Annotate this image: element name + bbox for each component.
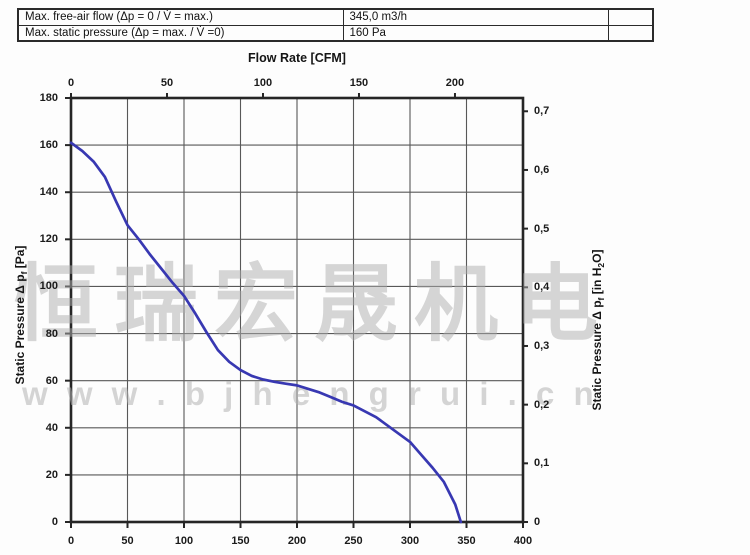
- watermark-chinese: 恒瑞宏晟机电: [14, 257, 615, 351]
- watermark-url: w w w . b j h e n g r u i . c n: [22, 375, 599, 412]
- top-axis-tick-label: 200: [445, 77, 465, 89]
- bottom-axis-tick-label: 0: [67, 535, 75, 547]
- left-axis-tick-label: 40: [45, 421, 58, 434]
- top-axis-tick-label: 150: [349, 77, 369, 89]
- right-axis-tick-label: 0,1: [534, 457, 550, 470]
- fan-performance-curve: [69, 141, 463, 524]
- bottom-axis-tick-label: 250: [344, 535, 363, 547]
- bottom-axis-tick-label: 300: [400, 535, 420, 547]
- spec-extra: [607, 8, 654, 26]
- right-axis-tick-label: 0,2: [534, 398, 550, 411]
- right-axis-title-sub: f: [596, 297, 606, 301]
- right-axis-tick-label: 0: [534, 516, 541, 528]
- left-axis-tick-label: 80: [45, 327, 58, 340]
- left-axis-tick-label: 120: [39, 233, 58, 246]
- left-axis-tick-label: 100: [39, 280, 58, 293]
- right-axis-title-main: Static Pressure Δ p: [590, 300, 604, 411]
- right-axis-title-unit-pre: [in H: [590, 267, 604, 298]
- spec-row-free-air-flow: Max. free-air flow (Δp = 0 / V̇ = max.) …: [17, 8, 654, 26]
- spec-label: Max. static pressure (Δp = max. / V̇ =0): [17, 24, 344, 42]
- left-axis-tick-label: 140: [39, 186, 58, 199]
- top-axis-tick-label: 0: [67, 77, 75, 89]
- bottom-axis-tick-label: 400: [513, 535, 533, 547]
- bottom-axis-tick-label: 50: [121, 535, 134, 547]
- left-axis-title-unit: [Pa]: [13, 245, 27, 272]
- bottom-axis-tick-label: 350: [457, 535, 476, 547]
- left-axis-tick-label: 160: [39, 139, 58, 152]
- top-axis-title: Flow Rate [CFM]: [248, 51, 346, 65]
- top-axis-tick-label: 50: [160, 77, 174, 89]
- spec-label: Max. free-air flow (Δp = 0 / V̇ = max.): [17, 8, 344, 26]
- right-axis-tick-label: 0,4: [534, 281, 550, 294]
- left-axis-title-sub: f: [19, 271, 29, 275]
- left-axis-tick-label: 0: [51, 516, 58, 528]
- spec-value: 160 Pa: [342, 24, 609, 42]
- tick-marks: [65, 93, 528, 528]
- plot-border: [69, 96, 525, 524]
- right-axis-tick-label: 0,7: [534, 105, 550, 118]
- right-axis-title-unit-sub: 2: [596, 262, 606, 268]
- top-axis-tick-label: 100: [253, 77, 273, 89]
- spec-row-static-pressure: Max. static pressure (Δp = max. / V̇ =0)…: [17, 24, 654, 42]
- right-axis-title: Static Pressure Δ pf [in H2O]: [589, 205, 606, 455]
- bottom-axis-tick-label: 200: [287, 535, 307, 547]
- bottom-axis-tick-label: 100: [174, 535, 194, 547]
- left-axis-tick-label: 180: [39, 92, 58, 104]
- left-axis-title: Static Pressure Δ pf [Pa]: [12, 190, 29, 440]
- left-axis-tick-label: 20: [45, 468, 58, 481]
- spec-value: 345,0 m3/h: [342, 8, 609, 26]
- right-axis-tick-label: 0,3: [534, 339, 550, 352]
- grid-lines: [71, 98, 523, 522]
- right-axis-tick-label: 0,6: [534, 163, 550, 176]
- bottom-axis-tick-label: 150: [231, 535, 250, 547]
- right-axis-tick-label: 0,5: [534, 222, 550, 235]
- left-axis-tick-label: 60: [45, 374, 58, 387]
- spec-table: Max. free-air flow (Δp = 0 / V̇ = max.) …: [17, 8, 654, 42]
- spec-extra: [607, 24, 654, 42]
- right-axis-title-unit-post: O]: [590, 249, 604, 263]
- left-axis-title-main: Static Pressure Δ p: [13, 274, 27, 385]
